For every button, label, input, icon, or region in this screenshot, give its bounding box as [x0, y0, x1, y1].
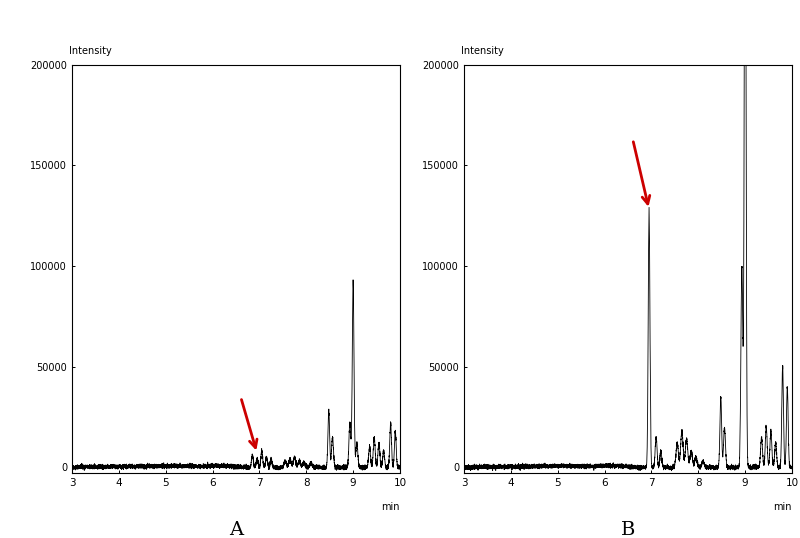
Text: min: min	[382, 502, 400, 512]
Text: Intensity: Intensity	[69, 46, 111, 56]
Text: B: B	[621, 521, 635, 538]
Text: min: min	[774, 502, 792, 512]
Text: A: A	[229, 521, 243, 538]
Text: Intensity: Intensity	[461, 46, 503, 56]
